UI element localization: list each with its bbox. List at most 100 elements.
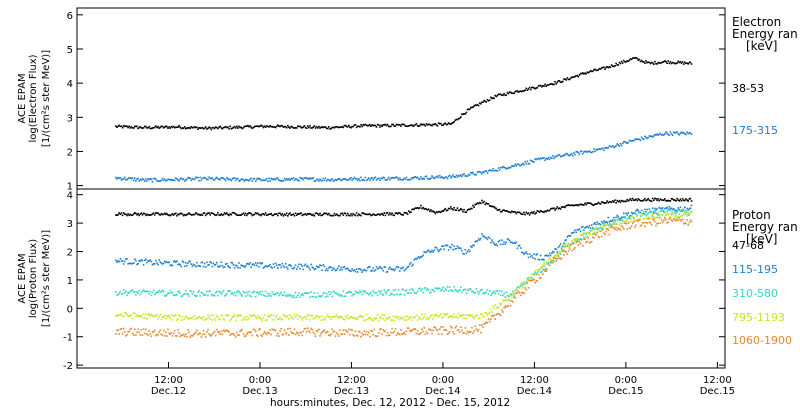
data-point — [423, 315, 425, 318]
data-point — [466, 209, 469, 211]
data-point — [310, 327, 312, 330]
data-point — [447, 332, 450, 335]
data-point — [115, 259, 117, 262]
data-point — [430, 329, 432, 332]
data-point — [392, 315, 394, 318]
data-point — [307, 125, 309, 127]
data-point — [421, 124, 423, 126]
data-point — [436, 125, 439, 127]
data-point — [302, 330, 305, 333]
data-point — [573, 248, 575, 251]
data-point — [402, 288, 404, 291]
data-point — [498, 169, 501, 171]
data-point — [655, 224, 657, 227]
data-point — [178, 180, 180, 182]
data-point — [177, 328, 179, 331]
data-point — [578, 153, 581, 156]
data-point — [328, 334, 330, 337]
data-point — [392, 123, 394, 126]
data-point — [486, 314, 489, 316]
x-tick-date-label: Dec.14 — [425, 386, 460, 397]
data-point — [461, 249, 463, 252]
data-point — [166, 212, 168, 215]
data-point — [237, 333, 239, 336]
data-point — [265, 319, 268, 321]
data-point — [310, 263, 312, 266]
data-point — [678, 208, 681, 211]
data-point — [392, 214, 394, 216]
data-point — [575, 241, 577, 244]
data-point — [275, 314, 278, 317]
data-point — [659, 222, 662, 224]
data-point — [419, 124, 421, 127]
data-point — [280, 214, 282, 216]
data-point — [202, 329, 205, 332]
data-point — [457, 174, 460, 177]
data-point — [153, 214, 156, 216]
data-point — [310, 291, 312, 293]
data-point — [121, 315, 124, 318]
data-point — [324, 331, 327, 334]
data-point — [534, 158, 536, 160]
data-point — [423, 287, 425, 290]
data-point — [519, 212, 522, 215]
data-point — [440, 176, 442, 179]
data-point — [198, 332, 200, 335]
data-point — [602, 222, 604, 225]
data-point — [320, 264, 322, 267]
data-point — [593, 69, 595, 71]
data-point — [619, 219, 622, 221]
data-point — [612, 65, 614, 67]
data-point — [641, 200, 644, 202]
data-point — [499, 93, 502, 96]
data-point — [280, 266, 282, 269]
data-point — [434, 176, 437, 179]
data-point — [574, 153, 576, 156]
data-point — [146, 333, 148, 335]
data-point — [147, 260, 149, 262]
data-point — [451, 122, 453, 124]
data-point — [334, 178, 337, 181]
data-point — [210, 335, 213, 337]
data-point — [370, 214, 372, 217]
data-point — [617, 64, 620, 66]
data-point — [339, 269, 341, 271]
data-point — [537, 270, 540, 273]
data-point — [219, 178, 221, 181]
data-point — [375, 214, 378, 216]
data-point — [330, 291, 332, 294]
data-point — [260, 179, 262, 182]
data-point — [142, 313, 145, 315]
data-point — [135, 259, 137, 262]
data-point — [457, 312, 460, 315]
data-point — [592, 236, 594, 238]
data-point — [419, 207, 421, 209]
data-point — [675, 212, 677, 215]
data-point — [211, 319, 214, 321]
data-point — [420, 332, 422, 334]
data-point — [658, 217, 661, 219]
data-point — [249, 212, 251, 214]
data-point — [444, 244, 447, 247]
data-point — [166, 125, 168, 128]
data-point — [463, 113, 465, 115]
data-point — [470, 313, 472, 316]
data-point — [208, 290, 210, 293]
data-point — [481, 199, 483, 202]
data-point — [549, 261, 552, 264]
data-point — [542, 258, 544, 261]
data-point — [448, 208, 451, 210]
data-point — [430, 315, 432, 317]
data-point — [243, 266, 246, 268]
data-point — [273, 329, 276, 331]
data-point — [627, 212, 630, 214]
data-point — [175, 261, 177, 263]
data-point — [122, 315, 125, 318]
data-point — [643, 138, 645, 140]
data-point — [555, 254, 557, 257]
data-point — [145, 214, 147, 217]
data-point — [256, 334, 258, 336]
data-point — [300, 212, 302, 214]
data-point — [654, 133, 656, 136]
data-point — [139, 213, 142, 215]
